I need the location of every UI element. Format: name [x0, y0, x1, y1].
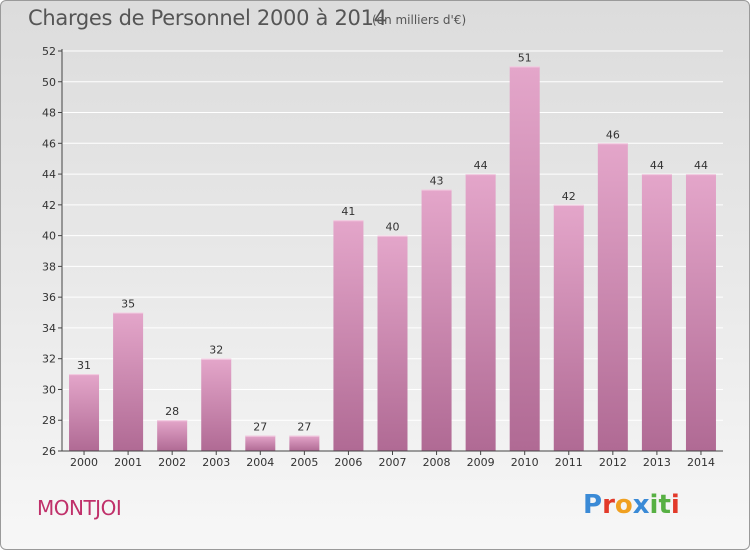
- bar-2009: [465, 174, 496, 452]
- commune-name: MONTJOI: [37, 496, 122, 520]
- bar-2004: [245, 435, 276, 451]
- bar-2006: [333, 220, 364, 451]
- data-label-2002: 28: [165, 405, 179, 418]
- x-tick-label-2013: 2013: [643, 456, 671, 469]
- y-tick-label: 30: [42, 383, 56, 396]
- logo-letter: P: [583, 490, 603, 520]
- data-label-2008: 43: [430, 174, 444, 187]
- data-label-2013: 44: [650, 159, 664, 172]
- x-tick-label-2012: 2012: [599, 456, 627, 469]
- data-label-2006: 41: [341, 205, 355, 218]
- y-tick-label: 46: [42, 137, 56, 150]
- data-label-2001: 35: [121, 298, 135, 311]
- bar-2014: [685, 174, 716, 452]
- bar-2013: [641, 174, 672, 452]
- bar-2008: [421, 189, 452, 451]
- data-labels: 31 35 28 32 27 27 41 40 43 44 51 42 46 44 44: [77, 51, 708, 433]
- y-tick-label: 52: [42, 45, 56, 58]
- y-tick-label: 50: [42, 76, 56, 89]
- x-tick-label-2007: 2007: [379, 456, 407, 469]
- data-label-2014: 44: [694, 159, 708, 172]
- logo-letter: i: [670, 490, 680, 520]
- bars: [69, 66, 716, 452]
- data-label-2005: 27: [297, 421, 311, 434]
- axes: 26 28 30 32 34 36 38 40 42 44 46 48 50 52 2000 2001 2002…: [42, 45, 723, 469]
- y-tick-label: 34: [42, 322, 56, 335]
- data-label-2009: 44: [474, 159, 488, 172]
- data-label-2010: 51: [518, 51, 532, 64]
- logo-letter: i: [649, 490, 659, 520]
- y-tick-label: 40: [42, 230, 56, 243]
- x-tick-label-2006: 2006: [334, 456, 362, 469]
- bar-2012: [597, 143, 628, 452]
- y-tick-label: 38: [42, 260, 56, 273]
- x-tick-label-2005: 2005: [290, 456, 318, 469]
- y-tick-label: 44: [42, 168, 56, 181]
- logo-letter: x: [632, 490, 650, 520]
- y-tick-label: 28: [42, 414, 56, 427]
- x-tick-label-2000: 2000: [70, 456, 98, 469]
- data-label-2012: 46: [606, 128, 620, 141]
- y-tick-label: 26: [42, 445, 56, 458]
- x-tick-label-2001: 2001: [114, 456, 142, 469]
- bar-2001: [113, 312, 144, 451]
- x-tick-label-2011: 2011: [555, 456, 583, 469]
- proxiti-logo: Proxiti: [583, 490, 680, 520]
- x-tick-label-2002: 2002: [158, 456, 186, 469]
- data-label-2004: 27: [253, 421, 267, 434]
- x-tick-label-2008: 2008: [423, 456, 451, 469]
- x-tick-label-2010: 2010: [511, 456, 539, 469]
- bar-2002: [157, 420, 188, 451]
- y-tick-label: 36: [42, 291, 56, 304]
- chart-title: Charges de Personnel 2000 à 2014: [28, 6, 387, 30]
- bar-2003: [201, 358, 232, 451]
- data-label-2000: 31: [77, 359, 91, 372]
- bar-2007: [377, 235, 408, 451]
- y-tick-label: 48: [42, 107, 56, 120]
- x-tick-label-2004: 2004: [246, 456, 274, 469]
- bar-2000: [69, 374, 100, 451]
- y-tick-label: 32: [42, 353, 56, 366]
- chart-subtitle: (en milliers d'€): [372, 13, 467, 27]
- data-label-2003: 32: [209, 344, 223, 357]
- bar-2010: [509, 66, 540, 451]
- x-tick-label-2003: 2003: [202, 456, 230, 469]
- logo-letter: o: [614, 490, 633, 520]
- logo-letter: t: [658, 490, 671, 520]
- x-tick-label-2009: 2009: [467, 456, 495, 469]
- data-label-2007: 40: [386, 221, 400, 234]
- data-label-2011: 42: [562, 190, 576, 203]
- bar-2005: [289, 435, 320, 451]
- x-tick-label-2014: 2014: [687, 456, 715, 469]
- logo-letter: r: [602, 490, 615, 520]
- bar-2011: [553, 204, 584, 451]
- y-tick-label: 42: [42, 199, 56, 212]
